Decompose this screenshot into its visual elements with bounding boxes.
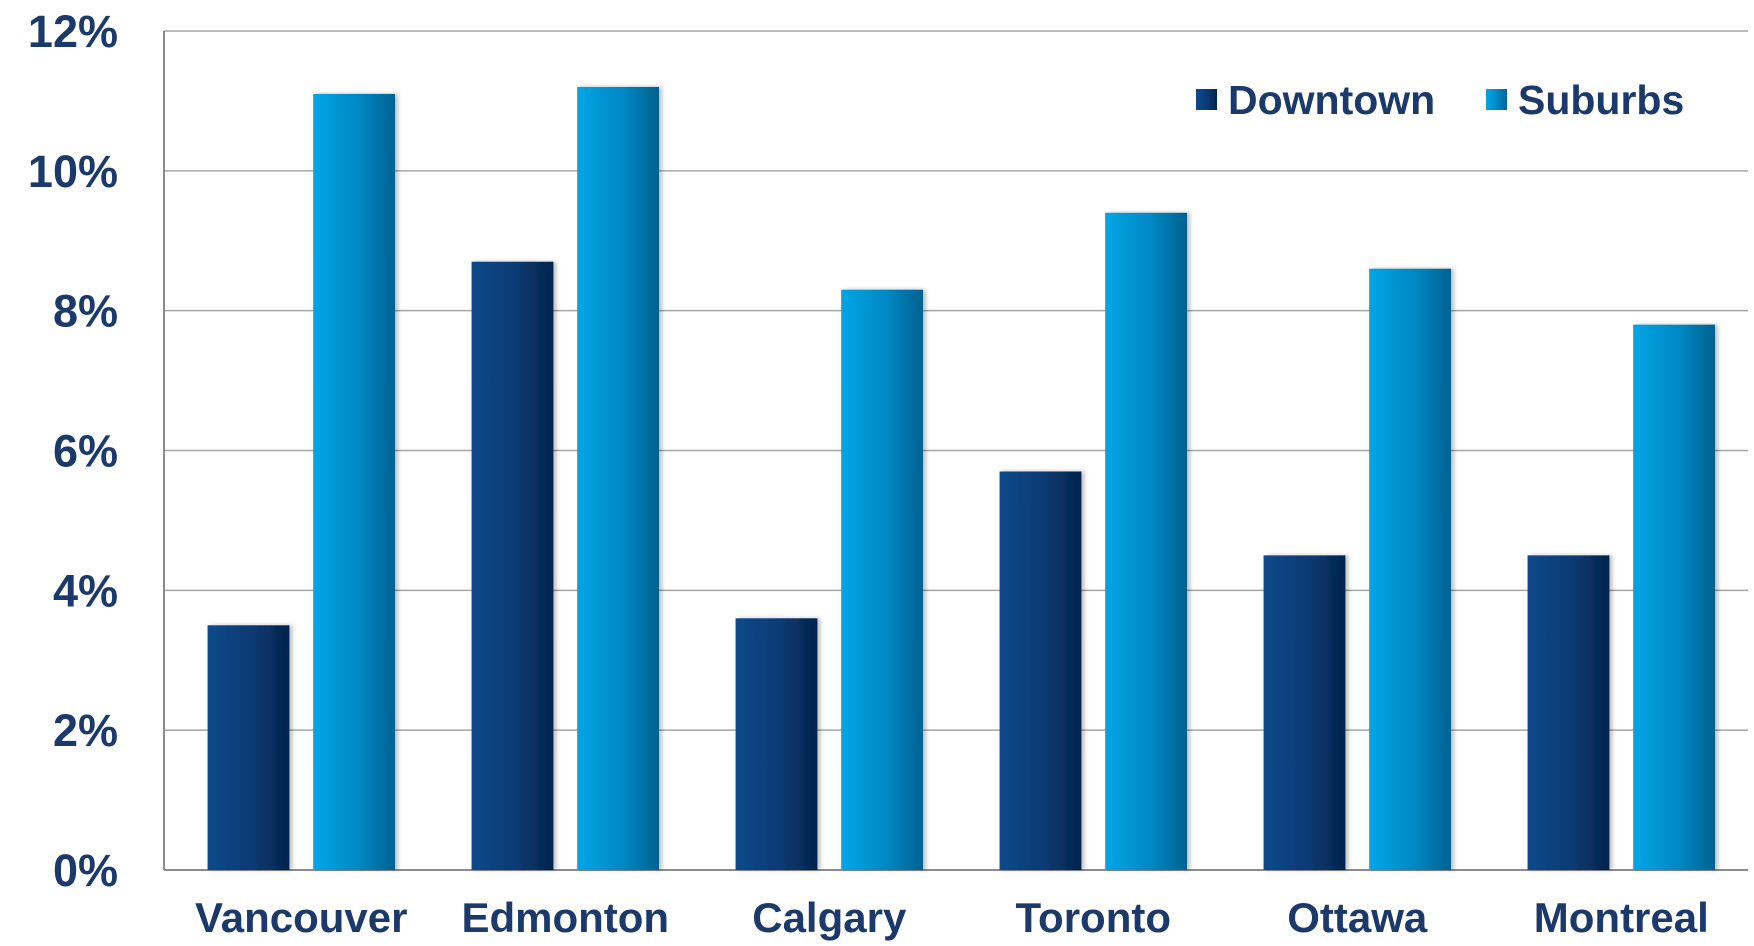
bar-suburbs	[1369, 268, 1451, 870]
bars	[207, 86, 1715, 871]
bar-downtown	[1527, 555, 1610, 870]
gridlines	[164, 30, 1748, 731]
legend-swatch-downtown	[1196, 89, 1217, 110]
x-tick-label: Montreal	[1534, 894, 1709, 941]
y-tick-label: 2%	[53, 705, 118, 756]
bar-downtown	[1263, 555, 1346, 870]
bar-downtown	[735, 618, 818, 870]
axis-labels: 0% 2% 4% 6% 8% 10% 12% Vancouver Edmonton Calgary…	[28, 6, 1709, 941]
legend: Downtown Suburbs	[1196, 77, 1684, 123]
bar-suburbs	[577, 86, 659, 870]
x-tick-label: Ottawa	[1287, 894, 1428, 941]
y-tick-label: 4%	[53, 565, 118, 616]
y-tick-label: 8%	[53, 286, 118, 337]
bar-downtown	[207, 625, 290, 870]
legend-label-downtown: Downtown	[1228, 77, 1435, 123]
x-tick-label: Edmonton	[461, 894, 669, 941]
y-tick-label: 10%	[28, 146, 118, 197]
bar-downtown	[471, 261, 554, 871]
y-tick-label: 12%	[28, 6, 118, 57]
x-tick-label: Calgary	[752, 894, 907, 941]
x-tick-label: Vancouver	[195, 894, 407, 941]
x-tick-label: Toronto	[1016, 894, 1172, 941]
bar-downtown	[999, 471, 1082, 870]
bar-suburbs	[1633, 324, 1715, 870]
bar-suburbs	[313, 93, 395, 871]
y-tick-label: 0%	[53, 845, 118, 896]
y-tick-label: 6%	[53, 426, 118, 477]
legend-label-suburbs: Suburbs	[1518, 77, 1684, 123]
legend-swatch-suburbs	[1486, 89, 1507, 110]
bar-suburbs	[1105, 212, 1187, 871]
bar-suburbs	[841, 289, 923, 871]
axes	[163, 31, 1748, 871]
